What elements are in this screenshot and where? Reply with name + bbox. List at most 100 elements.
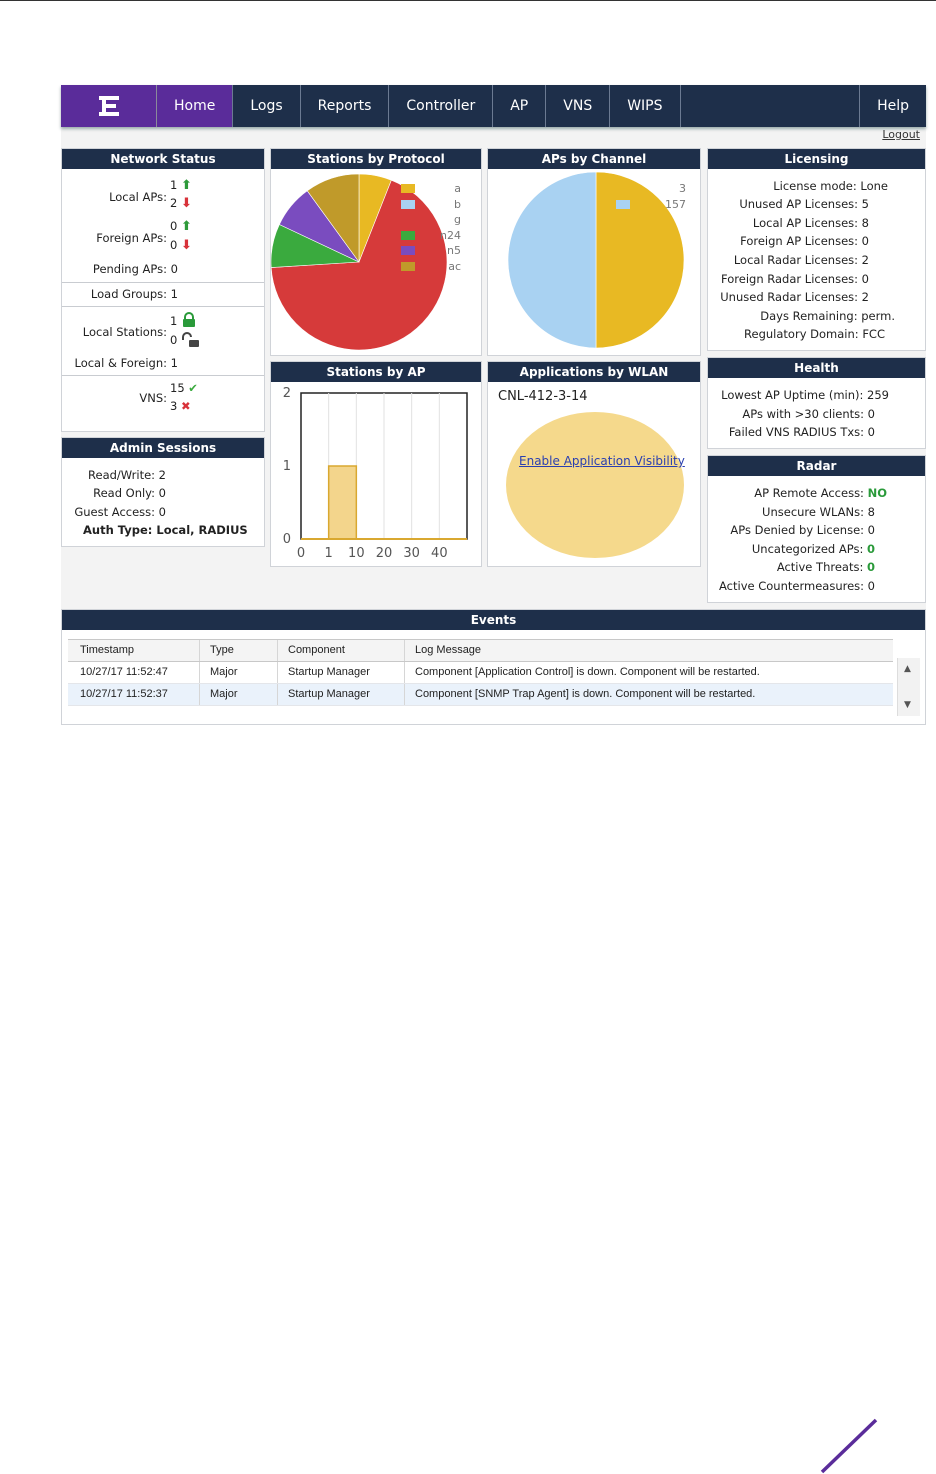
x-tick-label: 20 bbox=[376, 546, 393, 561]
events-scrollbar[interactable]: ▲ ▼ bbox=[897, 658, 920, 716]
uncategorized-aps: Uncategorized APs: 0 bbox=[752, 542, 875, 556]
cell-timestamp: 10/27/17 11:52:37 bbox=[68, 684, 200, 705]
read-only-sessions: Read Only: 0 bbox=[93, 486, 166, 500]
license-mode: License mode: Lone bbox=[773, 179, 888, 193]
brand-slash-icon bbox=[820, 1418, 878, 1474]
network-status-title: Network Status bbox=[62, 149, 264, 169]
logout-link[interactable]: Logout bbox=[882, 128, 920, 141]
tab-logs[interactable]: Logs bbox=[233, 85, 301, 127]
aps-by-channel-title: APs by Channel bbox=[488, 149, 700, 169]
tab-home[interactable]: Home bbox=[157, 85, 234, 127]
ap-remote-access-label: AP Remote Access: bbox=[754, 486, 864, 500]
active-countermeasures: Active Countermeasures: 0 bbox=[719, 579, 875, 593]
radar-panel: Radar AP Remote Access: NO Unsecure WLAN… bbox=[707, 455, 926, 603]
foreign-aps-label: Foreign APs: bbox=[96, 231, 167, 245]
vns-fail: 3 ✖ bbox=[170, 399, 191, 413]
local-ap-licenses: Local AP Licenses: 8 bbox=[752, 216, 869, 230]
local-stations-open: 0 bbox=[170, 332, 201, 348]
x-tick-label: 1 bbox=[325, 546, 333, 561]
cell-type: Major bbox=[200, 662, 278, 683]
legend-swatch bbox=[401, 246, 415, 256]
check-icon: ✔ bbox=[188, 381, 198, 395]
health-panel: Health Lowest AP Uptime (min): 259 APs w… bbox=[707, 357, 926, 449]
x-tick-label: 10 bbox=[348, 546, 365, 561]
scroll-up-icon[interactable]: ▲ bbox=[904, 664, 911, 674]
column-header-type[interactable]: Type bbox=[200, 640, 278, 661]
column-header-timestamp[interactable]: Timestamp bbox=[68, 640, 200, 661]
events-title: Events bbox=[62, 610, 925, 630]
table-row[interactable]: 10/27/17 11:52:47 Major Startup Manager … bbox=[68, 662, 893, 684]
tab-wips[interactable]: WIPS bbox=[610, 85, 681, 127]
days-remaining: Days Remaining: perm. bbox=[760, 309, 895, 323]
foreign-radar-licenses: Foreign Radar Licenses: 0 bbox=[721, 272, 869, 286]
ap-remote-access-value: NO bbox=[867, 486, 887, 500]
failed-vns-radius-txs: Failed VNS RADIUS Txs: 0 bbox=[728, 425, 875, 439]
local-aps-down: 2 ⬇ bbox=[170, 196, 192, 211]
scroll-down-icon[interactable]: ▼ bbox=[904, 700, 911, 710]
regulatory-domain: Regulatory Domain: FCC bbox=[744, 327, 885, 341]
arrow-down-icon: ⬇ bbox=[180, 196, 192, 211]
network-status-panel: Network Status Local APs: 1 ⬆ 2 ⬇ Foreig… bbox=[61, 148, 265, 432]
aps-by-channel-panel: APs by Channel 3 157 bbox=[487, 148, 701, 356]
uncategorized-aps-label: Uncategorized APs: bbox=[751, 542, 864, 556]
tab-reports[interactable]: Reports bbox=[301, 85, 390, 127]
vns-ok: 15 ✔ bbox=[170, 381, 198, 395]
pending-aps: Pending APs: 0 bbox=[92, 262, 178, 276]
divider bbox=[62, 375, 264, 376]
legend-label: g bbox=[454, 213, 461, 227]
channel-legend: 3 157 bbox=[616, 181, 686, 212]
brand-logo[interactable] bbox=[61, 85, 157, 127]
stations-by-ap-panel: Stations by AP 0 1 2 0 1 10 20 30 40 bbox=[270, 361, 482, 567]
y-tick-label: 0 bbox=[283, 532, 291, 547]
foreign-aps-down: 0 ⬇ bbox=[170, 238, 192, 253]
column-header-component[interactable]: Component bbox=[278, 640, 405, 661]
legend-item: b bbox=[401, 197, 461, 213]
aps-over-30-clients: APs with >30 clients: 0 bbox=[742, 407, 875, 421]
local-aps-down-count: 2 bbox=[170, 196, 178, 210]
legend-label: ac bbox=[448, 259, 461, 273]
tab-ap[interactable]: AP bbox=[493, 85, 547, 127]
nav-spacer bbox=[681, 85, 861, 127]
wlan-name: CNL-412-3-14 bbox=[498, 389, 588, 404]
unused-ap-licenses: Unused AP Licenses: 5 bbox=[739, 197, 869, 211]
legend-label: 3 bbox=[679, 182, 686, 196]
top-nav: Home Logs Reports Controller AP VNS WIPS… bbox=[61, 85, 926, 127]
tab-vns[interactable]: VNS bbox=[546, 85, 611, 127]
active-threats: Active Threats: 0 bbox=[777, 560, 875, 574]
legend-swatch bbox=[401, 199, 415, 209]
local-stations-open-count: 0 bbox=[170, 333, 178, 347]
table-row[interactable]: 10/27/17 11:52:37 Major Startup Manager … bbox=[68, 684, 893, 706]
legend-label: n24 bbox=[440, 228, 461, 242]
stations-by-protocol-title: Stations by Protocol bbox=[271, 149, 481, 169]
tab-controller[interactable]: Controller bbox=[389, 85, 494, 127]
legend-item: g bbox=[401, 212, 461, 228]
cell-timestamp: 10/27/17 11:52:47 bbox=[68, 662, 200, 683]
legend-label: b bbox=[454, 197, 461, 211]
legend-item: a bbox=[401, 181, 461, 197]
local-aps-up-count: 1 bbox=[170, 178, 178, 192]
local-aps-up: 1 ⬆ bbox=[170, 178, 192, 193]
column-header-log-message[interactable]: Log Message bbox=[415, 644, 482, 656]
x-tick-label: 40 bbox=[431, 546, 448, 561]
table-header-row: Timestamp Type Component Log Message bbox=[68, 639, 893, 662]
tab-help[interactable]: Help bbox=[877, 98, 909, 114]
extreme-logo-icon bbox=[99, 96, 119, 116]
events-panel: Events Timestamp Type Component Log Mess… bbox=[61, 609, 926, 725]
local-stations-secure: 1 bbox=[170, 312, 197, 328]
arrow-up-icon: ⬆ bbox=[180, 178, 192, 193]
controller-dashboard: Home Logs Reports Controller AP VNS WIPS… bbox=[61, 85, 926, 725]
divider bbox=[62, 282, 264, 283]
ap-remote-access: AP Remote Access: NO bbox=[754, 486, 887, 500]
foreign-aps-up: 0 ⬆ bbox=[170, 219, 192, 234]
active-threats-label: Active Threats: bbox=[776, 560, 864, 574]
legend-item: n24 bbox=[401, 228, 461, 244]
vns-label: VNS: bbox=[139, 391, 167, 405]
x-tick-label: 0 bbox=[297, 546, 305, 561]
enable-application-visibility-link[interactable]: Enable Application Visibility bbox=[519, 454, 685, 468]
foreign-aps-up-count: 0 bbox=[170, 219, 178, 233]
lock-closed-icon bbox=[182, 312, 195, 327]
licensing-title: Licensing bbox=[708, 149, 925, 169]
aps-denied-by-license: APs Denied by License: 0 bbox=[730, 523, 875, 537]
legend-swatch bbox=[401, 184, 415, 194]
